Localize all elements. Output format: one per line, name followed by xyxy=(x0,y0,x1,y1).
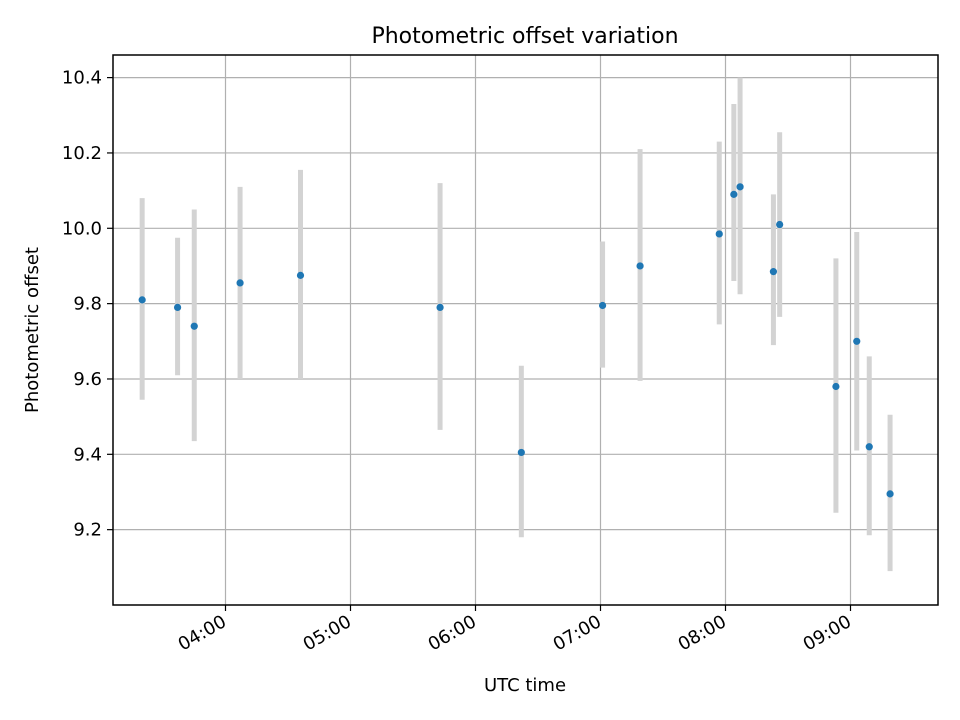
data-point xyxy=(776,220,784,229)
y-axis-label: Photometric offset xyxy=(22,247,43,413)
data-point xyxy=(715,230,723,238)
chart-title: Photometric offset variation xyxy=(371,24,678,49)
y-tick-label: 9.2 xyxy=(73,520,102,541)
y-tick-label: 10.0 xyxy=(62,218,102,239)
marker-layer xyxy=(138,183,894,498)
data-point xyxy=(190,322,198,330)
y-tick-label: 9.4 xyxy=(73,444,102,465)
data-point xyxy=(636,262,644,270)
data-point xyxy=(865,443,873,451)
data-point xyxy=(436,303,444,311)
data-point xyxy=(138,296,146,304)
plot-frame xyxy=(112,54,939,606)
x-axis-label: UTC time xyxy=(484,675,566,696)
data-point xyxy=(736,183,744,191)
data-point xyxy=(173,303,182,311)
data-point xyxy=(886,490,894,498)
y-tick-label: 9.6 xyxy=(73,369,102,390)
data-point xyxy=(730,190,738,198)
data-point xyxy=(236,279,244,287)
data-point xyxy=(598,301,607,310)
data-point xyxy=(517,448,525,457)
data-point xyxy=(853,337,861,345)
y-tick-label: 9.8 xyxy=(73,294,102,315)
y-tick-label: 10.4 xyxy=(62,68,102,89)
data-point xyxy=(769,268,778,276)
data-point xyxy=(832,382,840,391)
y-tick-label: 10.2 xyxy=(62,143,102,164)
data-point xyxy=(296,271,305,279)
